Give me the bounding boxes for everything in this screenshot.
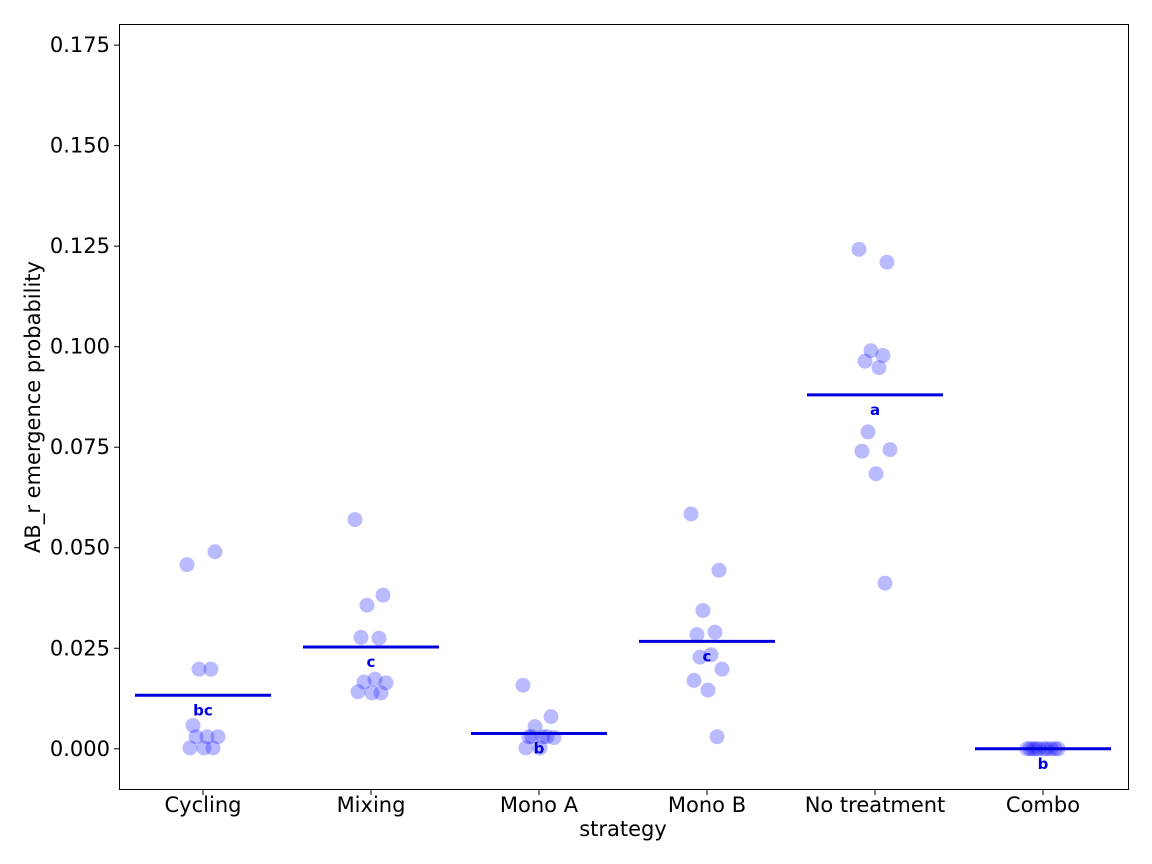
data-point <box>347 512 363 528</box>
y-tick-label: 0.175 <box>50 33 110 57</box>
data-point <box>700 682 716 698</box>
data-point <box>875 348 891 364</box>
group-letter: b <box>1038 755 1049 773</box>
data-point <box>353 629 369 645</box>
data-point <box>532 740 548 756</box>
data-point <box>851 241 867 257</box>
data-point <box>695 602 711 618</box>
y-axis-title: AB_r emergence probability <box>21 261 46 553</box>
data-point <box>711 562 727 578</box>
data-point <box>356 674 372 690</box>
data-point <box>703 647 719 663</box>
data-point <box>191 661 207 677</box>
data-point <box>707 624 723 640</box>
data-point <box>199 729 215 745</box>
x-axis-title: strategy <box>579 817 667 841</box>
plot-area <box>119 24 1129 790</box>
y-tick-label: 0.000 <box>50 737 110 761</box>
data-point <box>689 627 705 643</box>
y-tick-label: 0.150 <box>50 134 110 158</box>
data-point <box>877 575 893 591</box>
data-point <box>188 729 204 745</box>
mean-lines <box>135 393 1111 751</box>
data-point <box>871 360 887 376</box>
data-point <box>210 729 226 745</box>
y-tick-label: 0.025 <box>50 636 110 660</box>
data-point <box>518 740 534 756</box>
y-tick-label: 0.100 <box>50 335 110 359</box>
data-point <box>182 740 198 756</box>
data-point <box>714 661 730 677</box>
x-tick-label: Combo <box>1006 793 1080 817</box>
data-point <box>371 630 387 646</box>
data-point <box>543 709 559 725</box>
data-point <box>860 424 876 440</box>
data-point <box>375 587 391 603</box>
data-point <box>854 443 870 459</box>
data-point <box>879 254 895 270</box>
data-point <box>378 675 394 691</box>
data-point <box>373 685 389 701</box>
x-tick-label: Mono A <box>500 793 579 817</box>
data-point <box>364 685 380 701</box>
y-tick-label: 0.125 <box>50 234 110 258</box>
group-letter: c <box>367 653 376 671</box>
group-letter: c <box>703 647 712 665</box>
group-letter: a <box>870 401 880 419</box>
data-point <box>350 684 366 700</box>
data-point <box>683 506 699 522</box>
data-point <box>515 677 531 693</box>
data-point <box>868 466 884 482</box>
x-tick-label: Mono B <box>668 793 746 817</box>
data-point <box>692 649 708 665</box>
data-point <box>857 353 873 369</box>
group-letter: b <box>534 740 545 758</box>
data-point <box>686 672 702 688</box>
group-letter: bc <box>193 701 213 719</box>
data-point <box>196 740 212 756</box>
data-point <box>709 729 725 745</box>
data-point <box>863 343 879 359</box>
data-point <box>359 597 375 613</box>
y-tick-label: 0.050 <box>50 536 110 560</box>
x-tick-label: Cycling <box>165 793 242 817</box>
data-point <box>207 544 223 560</box>
x-axis: Cycling Mixing Mono A Mono B No treatment Com… <box>165 789 1080 817</box>
data-point <box>185 717 201 733</box>
data-point <box>203 661 219 677</box>
data-point <box>882 442 898 458</box>
data-point <box>367 671 383 687</box>
data-point <box>527 719 543 735</box>
data-point <box>205 740 221 756</box>
y-axis: 0.000 0.025 0.050 0.075 0.100 0.125 0.150 0.175 <box>50 33 120 761</box>
x-tick-label: No treatment <box>805 793 946 817</box>
y-tick-label: 0.075 <box>50 435 110 459</box>
data-point <box>179 557 195 573</box>
x-tick-label: Mixing <box>337 793 406 817</box>
